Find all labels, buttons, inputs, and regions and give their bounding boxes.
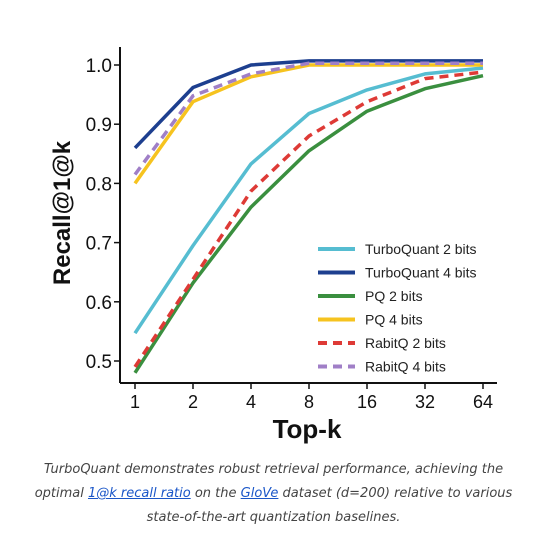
legend-label: RabitQ 4 bits bbox=[365, 359, 446, 375]
series-line bbox=[133, 66, 484, 335]
y-axis-title: Recall@1@k bbox=[49, 140, 76, 285]
legend-label: PQ 4 bits bbox=[365, 312, 423, 328]
y-tick-label: 0.6 bbox=[86, 293, 112, 314]
chart-axes bbox=[119, 47, 497, 384]
caption-text: on the bbox=[190, 486, 241, 501]
glove-link[interactable]: GloVe bbox=[240, 486, 279, 501]
legend-label: TurboQuant 2 bits bbox=[365, 241, 477, 257]
series-line bbox=[133, 70, 484, 368]
caption-line-1: TurboQuant demonstrates robust retrieval… bbox=[43, 462, 504, 477]
figure-caption: TurboQuant demonstrates robust retrieval… bbox=[20, 458, 527, 530]
legend-label: TurboQuant 4 bits bbox=[365, 265, 477, 281]
series-line bbox=[133, 59, 483, 150]
legend-label: RabitQ 2 bits bbox=[365, 335, 446, 351]
recall-line-chart: 1 2 4 8 16 32 64 0.5 0.6 0.7 0.8 0.9 1.0 TurboQuant… bbox=[49, 47, 497, 444]
caption-line-2: optimal 1@k recall ratio on the GloVe da… bbox=[20, 482, 527, 506]
caption-line-3: state-of-the-art quantization baselines. bbox=[146, 510, 401, 525]
x-axis-title: Top-k bbox=[273, 414, 342, 444]
caption-text: optimal bbox=[34, 486, 88, 501]
series-lines bbox=[133, 59, 484, 374]
x-tick-label: 16 bbox=[357, 392, 377, 412]
y-tick-label: 0.8 bbox=[86, 174, 112, 195]
x-tick-label: 4 bbox=[246, 392, 256, 412]
series-line bbox=[133, 73, 484, 374]
x-tick-label: 64 bbox=[473, 392, 493, 412]
recall-ratio-link[interactable]: 1@k recall ratio bbox=[87, 486, 191, 501]
caption-text: dataset (d=200) relative to various bbox=[278, 486, 513, 501]
x-tick-label: 1 bbox=[130, 392, 140, 412]
x-tick-labels: 1 2 4 8 16 32 64 bbox=[130, 383, 493, 412]
x-tick-label: 32 bbox=[415, 392, 435, 412]
y-tick-labels: 0.5 0.6 0.7 0.8 0.9 1.0 bbox=[86, 56, 120, 373]
series-line bbox=[133, 63, 483, 185]
legend-label: PQ 2 bits bbox=[365, 288, 423, 304]
x-tick-label: 2 bbox=[188, 392, 198, 412]
y-tick-label: 0.5 bbox=[86, 352, 112, 373]
series-line bbox=[133, 61, 483, 176]
x-tick-label: 8 bbox=[304, 392, 314, 412]
y-tick-label: 0.9 bbox=[86, 115, 112, 136]
y-tick-label: 1.0 bbox=[86, 56, 112, 77]
chart-legend: TurboQuant 2 bits TurboQuant 4 bits PQ 2 b… bbox=[318, 241, 477, 375]
y-tick-label: 0.7 bbox=[86, 234, 112, 255]
